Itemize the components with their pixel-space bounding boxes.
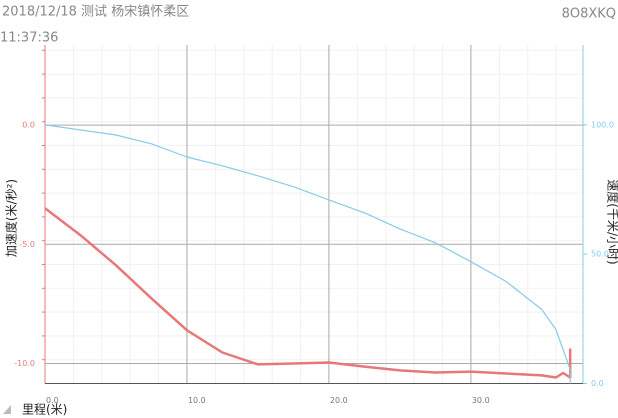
- icon: [3, 405, 11, 414]
- y2-tick-label: 50.0: [591, 250, 609, 259]
- y-tick-label: -10.0: [14, 359, 35, 368]
- x-tick-label: 30.0: [472, 396, 490, 405]
- y-tick-label: -5.0: [19, 240, 35, 249]
- series-line: [44, 124, 571, 384]
- x-tick-label: 20.0: [330, 396, 348, 405]
- x-axis-title: 里程(米): [22, 402, 67, 417]
- series-line: [44, 207, 572, 379]
- plate: 8O8XKQ: [562, 7, 616, 22]
- y2-axis-title: 速度(千米/小时): [606, 179, 618, 264]
- time: 11:37:36: [0, 31, 58, 46]
- y2-tick-label: 0.0: [591, 379, 604, 388]
- x-tick-label: 10.0: [188, 396, 206, 405]
- title: 2018/12/18 测试 杨宋镇怀柔区: [2, 5, 189, 20]
- y-axis-title: 加速度(米/秒²): [4, 179, 19, 257]
- y-tick-label: 0.0: [22, 121, 35, 130]
- x-tick-label: 0.0: [46, 396, 59, 405]
- y2-tick-label: 100.0: [591, 120, 614, 129]
